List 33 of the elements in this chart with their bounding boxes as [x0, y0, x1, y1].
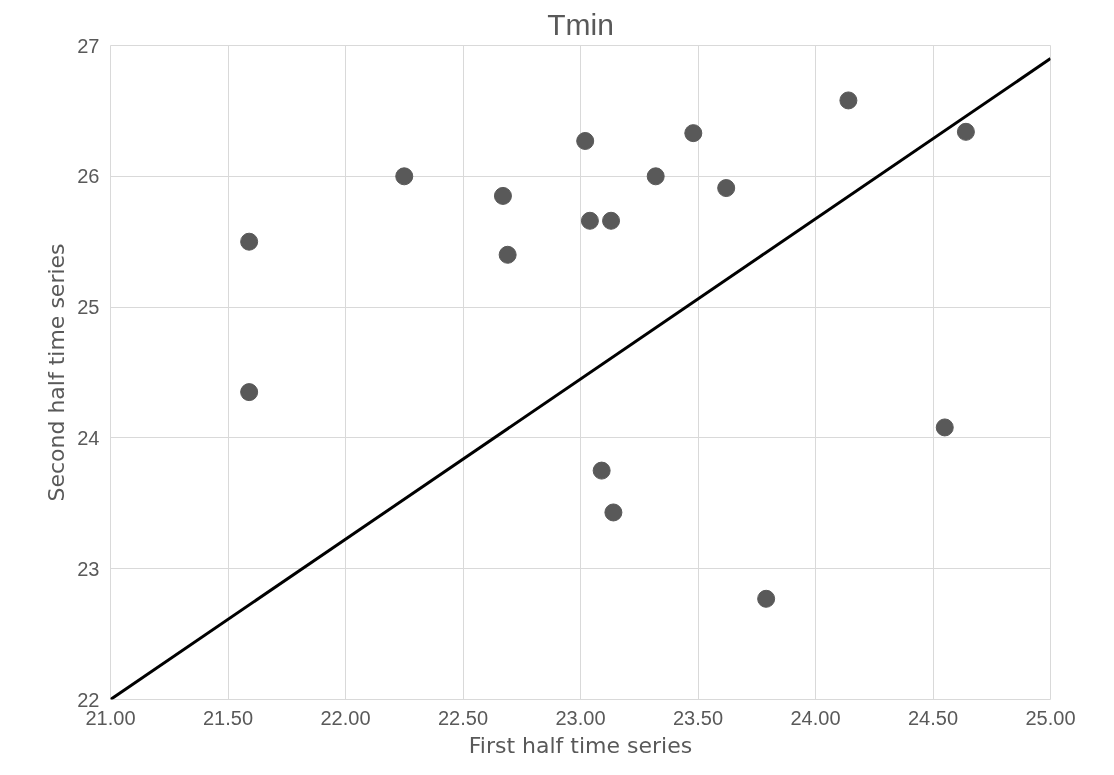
point [493, 186, 512, 205]
y-tick-label: 26 [77, 165, 100, 188]
y-tick-label: 27 [77, 34, 100, 57]
y-axis-title: Second half time series [44, 243, 70, 502]
x-axis-title: First half time series [468, 732, 693, 758]
point [935, 418, 954, 437]
point [395, 167, 414, 186]
point [580, 211, 599, 230]
point [604, 503, 623, 522]
point [717, 179, 736, 198]
x-tick-label: 22.00 [320, 706, 371, 729]
y-tick-label: 25 [77, 296, 100, 319]
chart-title: Tmin [547, 7, 614, 41]
point [956, 122, 975, 141]
point [240, 232, 259, 251]
point [684, 124, 703, 143]
x-tick-label: 24.00 [790, 706, 841, 729]
point [757, 589, 776, 608]
point [592, 461, 611, 480]
x-tick-label: 21.50 [202, 706, 254, 729]
y-tick-label: 23 [77, 557, 100, 580]
point [498, 245, 517, 264]
y-tick-label: 24 [77, 426, 100, 449]
x-tick-label: 24.50 [907, 706, 959, 729]
x-tick-label: 23.50 [672, 706, 724, 729]
x-tick-label: 22.50 [437, 706, 489, 729]
point [576, 132, 595, 150]
point [839, 91, 858, 110]
point [602, 211, 621, 230]
x-tick-label: 23.00 [555, 706, 606, 729]
point [240, 383, 259, 402]
x-tick-label: 25.00 [1025, 706, 1076, 729]
point [646, 167, 665, 186]
